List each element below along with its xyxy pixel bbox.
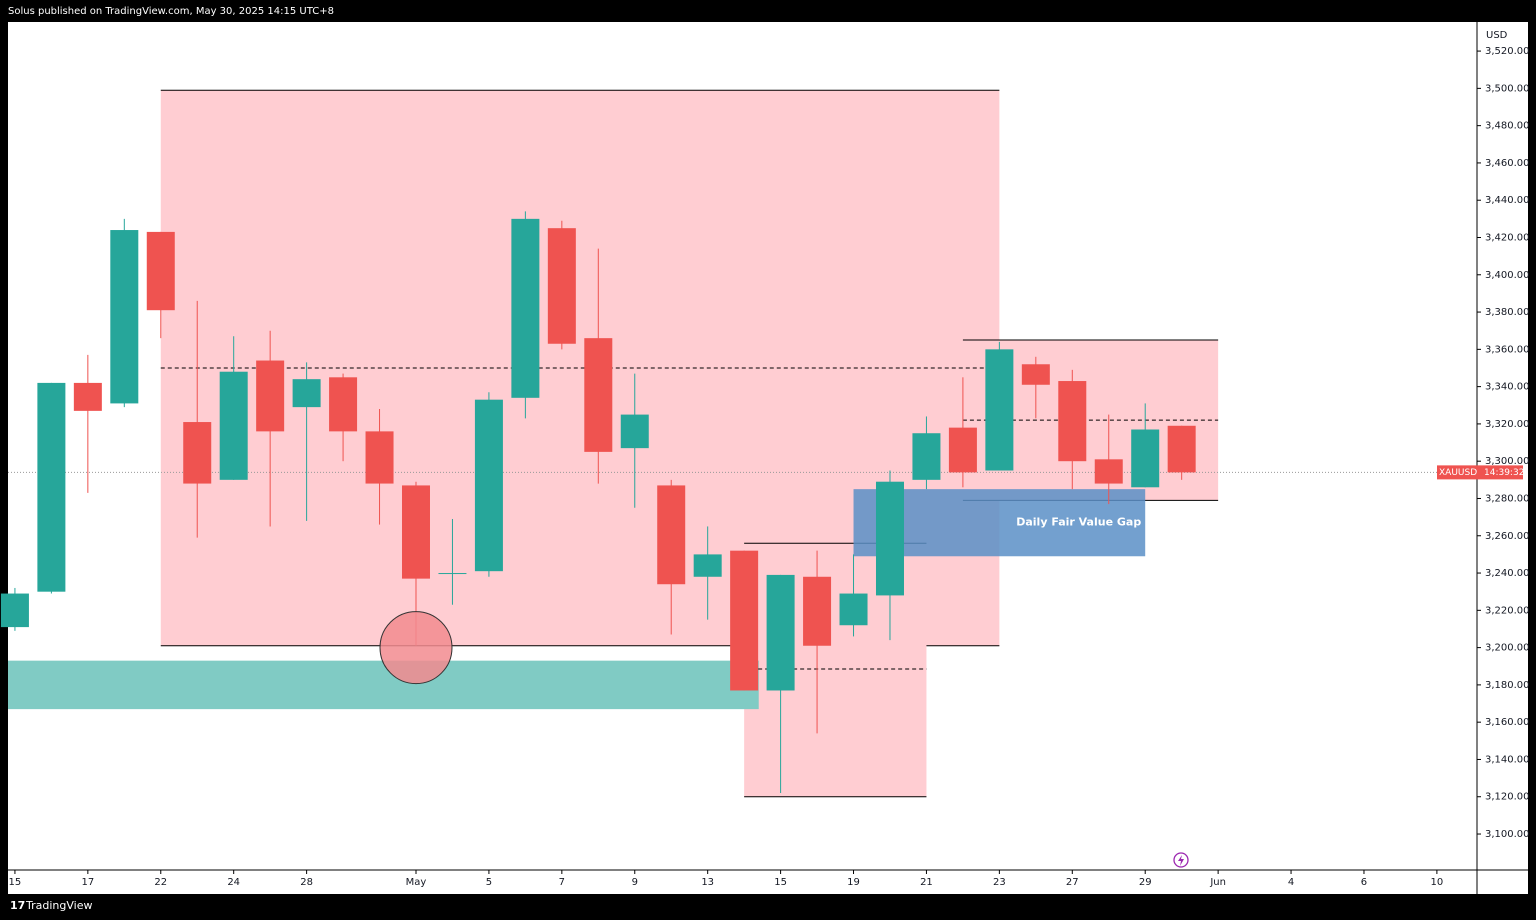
candle-body	[584, 338, 613, 452]
brand: TradingView	[25, 899, 92, 912]
candle-body	[219, 371, 248, 480]
candle-body	[474, 399, 503, 572]
top-bar	[0, 0, 1536, 22]
y-tick-label: 3,280.00	[1485, 493, 1530, 504]
x-tick-label: 17	[81, 877, 94, 888]
candle-body	[0, 593, 29, 628]
x-tick-label: 15	[9, 877, 22, 888]
candle-body	[1058, 381, 1087, 462]
candle-body	[73, 382, 102, 411]
y-tick-label: 3,440.00	[1485, 195, 1530, 206]
x-tick-label: 22	[154, 877, 167, 888]
x-tick-label: 5	[486, 877, 492, 888]
alert-bolt	[1178, 855, 1184, 866]
candle-body	[511, 218, 540, 398]
candle-body	[693, 554, 722, 577]
candle-body	[401, 485, 430, 579]
y-tick-label: 3,260.00	[1485, 531, 1530, 542]
marker	[379, 611, 453, 685]
y-tick-label: 3,500.00	[1485, 83, 1530, 94]
candle-body	[146, 231, 175, 311]
candle-body	[110, 230, 139, 404]
y-tick-label: 3,340.00	[1485, 382, 1530, 393]
x-tick-label: 9	[632, 877, 638, 888]
candle-body	[329, 377, 358, 432]
x-tick-label: 4	[1288, 877, 1294, 888]
candle-body	[547, 228, 576, 344]
y-tick-label: 3,240.00	[1485, 568, 1530, 579]
x-tick-label: 21	[920, 877, 933, 888]
candle-body	[183, 422, 212, 484]
countdown: 14:39:32	[1484, 468, 1524, 478]
candle-body	[657, 485, 686, 585]
y-tick-label: 3,160.00	[1485, 717, 1530, 728]
x-tick-label: 23	[993, 877, 1006, 888]
y-tick-label: 3,420.00	[1485, 232, 1530, 243]
candle-body	[37, 382, 66, 592]
y-tick-label: 3,520.00	[1485, 46, 1530, 57]
zone	[8, 660, 759, 710]
candle-body	[730, 550, 759, 691]
zone-label: Daily Fair Value Gap	[1016, 516, 1141, 529]
layers: 3,100.00 3,120.00 3,140.00 3,160.00 3,180.00…	[0, 46, 1530, 888]
y-tick-label: 3,220.00	[1485, 605, 1530, 616]
x-tick-label: 13	[701, 877, 714, 888]
alert-icon	[1173, 852, 1189, 868]
x-tick-label: 24	[227, 877, 240, 888]
bottom-bar	[0, 894, 1536, 920]
candle-body	[1131, 429, 1160, 488]
x-tick-label: Jun	[1209, 877, 1226, 888]
candle-body	[766, 574, 795, 691]
y-tick-label: 3,380.00	[1485, 307, 1530, 318]
x-tick-label: 27	[1066, 877, 1079, 888]
candle-body	[365, 431, 394, 484]
y-tick-label: 3,120.00	[1485, 792, 1530, 803]
x-tick-label: 29	[1139, 877, 1152, 888]
y-tick-label: 3,300.00	[1485, 456, 1530, 467]
y-tick-label: 3,400.00	[1485, 270, 1530, 281]
candle-body	[875, 481, 904, 596]
y-tick-label: 3,100.00	[1485, 829, 1530, 840]
candle-body	[948, 427, 977, 473]
price-tag	[1437, 465, 1523, 480]
candle-body	[1167, 425, 1196, 473]
y-tick-label: 3,320.00	[1485, 419, 1530, 430]
x-tick-label: 6	[1361, 877, 1367, 888]
candle-body	[256, 360, 285, 432]
y-tick-label: 3,140.00	[1485, 754, 1530, 765]
y-tick-label: 3,480.00	[1485, 121, 1530, 132]
x-tick-label: 7	[559, 877, 565, 888]
candle-body	[1094, 459, 1123, 484]
logo-mark: 17	[10, 899, 25, 912]
y-tick-label: 3,200.00	[1485, 643, 1530, 654]
y-tick-label: 3,360.00	[1485, 344, 1530, 355]
x-tick-label: 15	[774, 877, 787, 888]
candle-body	[1021, 364, 1050, 385]
publish-info: Solus published on TradingView.com, May …	[8, 6, 334, 17]
x-tick-label: 19	[847, 877, 860, 888]
candle-body	[803, 576, 832, 646]
candle-body	[985, 349, 1014, 471]
candle-body	[912, 433, 941, 480]
x-tick-label: 10	[1431, 877, 1444, 888]
candle-body	[292, 379, 321, 408]
candle-body	[620, 414, 649, 449]
symbol-label: XAUUSD	[1439, 468, 1477, 478]
y-tick-label: 3,460.00	[1485, 158, 1530, 169]
candle-body	[438, 573, 467, 575]
currency-label: USD	[1486, 30, 1508, 41]
x-tick-label: 28	[300, 877, 313, 888]
x-tick-label: May	[406, 877, 427, 888]
candle-body	[839, 593, 868, 626]
y-tick-label: 3,180.00	[1485, 680, 1530, 691]
